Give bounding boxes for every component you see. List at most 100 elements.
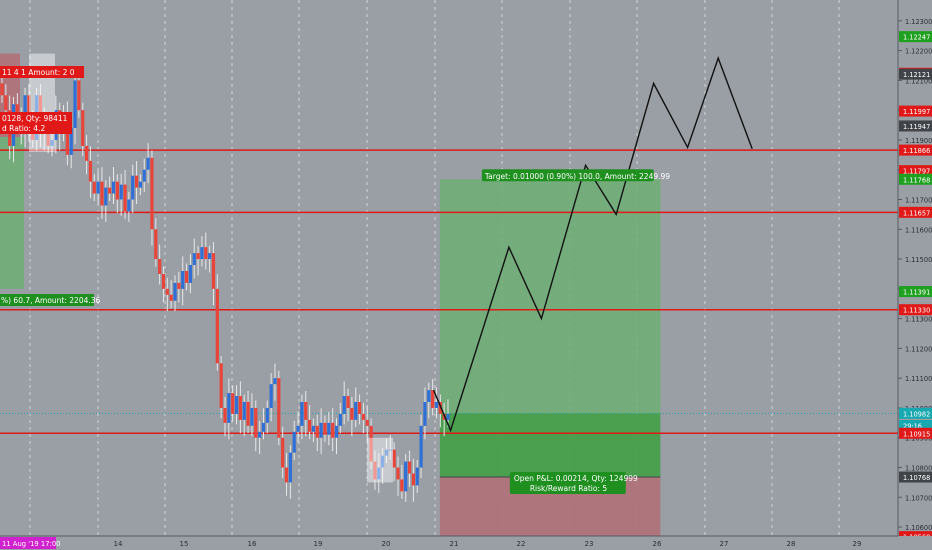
candle-body xyxy=(431,390,435,408)
candle-body xyxy=(300,402,304,426)
price-badge xyxy=(899,31,932,43)
candle-body xyxy=(242,402,246,420)
candle-body xyxy=(4,95,8,111)
candle-body xyxy=(161,273,166,289)
candle-body xyxy=(396,467,400,480)
candle-body xyxy=(108,187,112,194)
candle-body xyxy=(273,378,277,385)
candle-body xyxy=(96,181,100,194)
time-axis[interactable]: 14 15 16 19 20 21 22 23 26 27 28 29 11 Aug '19 17:00 xyxy=(0,537,861,549)
left-ratio-label: d Ratio: 4.2 xyxy=(2,124,45,133)
candle-body xyxy=(334,425,339,438)
candle-body xyxy=(265,407,269,423)
left-amount-box-green xyxy=(0,294,94,306)
y-tick-label: 1.10600 xyxy=(905,524,932,532)
time-axis-background xyxy=(0,536,932,550)
candle-body xyxy=(181,270,185,289)
price-badge-label: 1.11997 xyxy=(903,108,930,116)
price-badge xyxy=(899,471,932,483)
price-badge xyxy=(899,206,932,218)
candle-body xyxy=(0,83,4,96)
price-badge xyxy=(899,304,932,316)
candle-body xyxy=(346,396,350,408)
candle-body xyxy=(231,393,235,414)
price-badge-label: 1.11768 xyxy=(903,176,930,184)
pnl-label-box xyxy=(509,472,626,495)
price-badge xyxy=(899,420,932,432)
candle-body xyxy=(350,407,354,420)
price-badge-label: 1.11866 xyxy=(903,147,930,155)
candle-body xyxy=(400,479,404,492)
candle-body xyxy=(192,253,196,266)
price-badge xyxy=(899,173,932,185)
x-tick-label: 29 xyxy=(853,540,862,548)
candle-body xyxy=(288,452,292,483)
price-badge xyxy=(899,427,932,439)
price-badge-label: 1.12247 xyxy=(903,34,930,42)
left-qty-label: 0128, Qty: 98411 xyxy=(2,114,68,123)
price-badge-label: 1.10915 xyxy=(903,430,930,438)
candle-body xyxy=(227,393,231,423)
candle-body xyxy=(323,422,327,435)
candle-body xyxy=(223,407,227,423)
candle-body xyxy=(169,294,173,301)
candle-body xyxy=(392,449,396,468)
price-badge-label: 1.11330 xyxy=(903,307,930,315)
candle-body xyxy=(315,425,319,438)
candle-body xyxy=(150,157,154,230)
pnl-label: Open P&L: 0.00214, Qty: 124999 xyxy=(514,474,638,483)
candle-body xyxy=(88,160,93,182)
y-tick-label: 1.10800 xyxy=(905,465,932,473)
candle-body xyxy=(111,181,116,194)
candle-body xyxy=(369,425,373,462)
candle-body xyxy=(311,425,316,432)
candle-body xyxy=(123,184,127,212)
candle-body xyxy=(434,402,439,408)
y-tick-label: 1.11500 xyxy=(905,256,932,264)
x-tick-label: 26 xyxy=(653,540,662,548)
candle-body xyxy=(188,265,192,283)
candle-body xyxy=(254,407,258,438)
x-tick-label: 14 xyxy=(114,540,123,548)
x-tick-label: 19 xyxy=(314,540,323,548)
candle-body xyxy=(165,288,169,295)
candle-body xyxy=(327,422,331,435)
candle-body xyxy=(27,95,31,126)
profit-zone xyxy=(439,413,661,478)
projection-path xyxy=(432,56,753,433)
candle-body xyxy=(258,431,262,438)
candle-body xyxy=(84,145,89,161)
candle-body xyxy=(415,467,419,486)
price-badge xyxy=(899,68,932,80)
price-badge xyxy=(899,407,932,419)
y-tick-label: 1.11300 xyxy=(905,316,932,324)
price-badge-label: 1.12121 xyxy=(903,71,930,79)
candle-body xyxy=(134,175,139,188)
candle-body xyxy=(177,282,181,289)
candle-body xyxy=(127,199,131,212)
price-badge-label: 1.11391 xyxy=(903,289,930,297)
x-tick-label: 15 xyxy=(180,540,189,548)
candle-body xyxy=(115,181,119,200)
y-tick-label: 1.11600 xyxy=(905,226,932,234)
price-badge-label: 1.11657 xyxy=(903,209,930,217)
price-badge-label: 1.11947 xyxy=(903,123,930,131)
candle-body xyxy=(211,253,216,289)
y-tick-label: 1.11900 xyxy=(905,137,932,145)
time-cursor-badge xyxy=(0,537,56,549)
candle-body xyxy=(292,431,296,453)
target-zone xyxy=(439,179,661,414)
candle-body xyxy=(427,390,431,402)
candle-body xyxy=(373,461,377,480)
price-axis[interactable]: 1.106001.107001.108001.109001.110001.111… xyxy=(898,18,932,543)
candle-body xyxy=(173,282,177,301)
x-tick-label: 20 xyxy=(382,540,391,548)
price-badge xyxy=(899,165,932,177)
candle-body xyxy=(269,384,273,408)
projection-line xyxy=(432,56,753,433)
risk-reward-label: Risk/Reward Ratio: 5 xyxy=(530,484,608,493)
position-zones xyxy=(0,53,898,537)
candle-body xyxy=(65,116,69,155)
candle-body xyxy=(142,169,146,182)
